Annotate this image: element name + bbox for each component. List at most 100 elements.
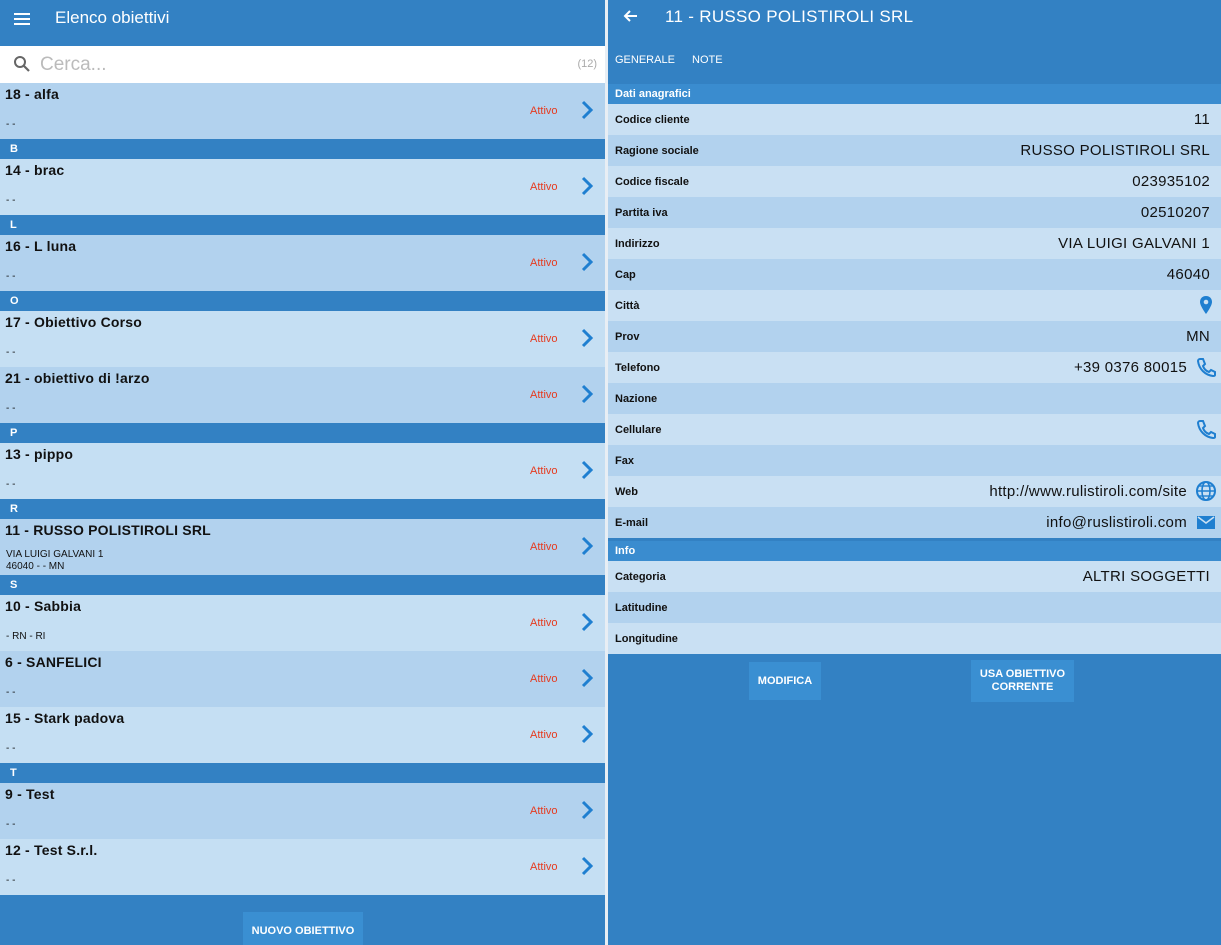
phone-icon[interactable] [1195, 418, 1217, 440]
section-header: T [0, 763, 605, 783]
field-row: Fax [608, 445, 1221, 476]
item-location: - - [6, 819, 16, 830]
field-label: Codice cliente [615, 114, 690, 126]
list-item[interactable]: 15 - Stark padova - - Attivo [0, 707, 605, 763]
field-label: Cap [615, 269, 636, 281]
field-row: Cap 46040 [608, 259, 1221, 290]
field-row: Categoria ALTRI SOGGETTI [608, 561, 1221, 592]
item-location: - - [6, 875, 16, 886]
status-label: Attivo [530, 181, 558, 193]
field-value: +39 0376 80015 [1073, 359, 1187, 376]
use-button-line2: CORRENTE [991, 681, 1054, 693]
field-label: Web [615, 486, 639, 498]
menu-icon[interactable] [11, 10, 33, 28]
list-item[interactable]: 12 - Test S.r.l. - - Attivo [0, 839, 605, 895]
field-value: info@ruslistiroli.com [1046, 514, 1187, 531]
item-location: - - [6, 687, 16, 698]
section-header: S [0, 575, 605, 595]
back-arrow-icon[interactable] [622, 7, 640, 25]
field-label: Fax [615, 455, 634, 467]
chevron-right-icon[interactable] [577, 535, 597, 557]
field-value: 02510207 [1140, 204, 1210, 221]
list-item[interactable]: 10 - Sabbia - RN - RI Attivo [0, 595, 605, 651]
status-label: Attivo [530, 389, 558, 401]
list-item[interactable]: 18 - alfa - - Attivo [0, 83, 605, 139]
chevron-right-icon[interactable] [577, 251, 597, 273]
chevron-right-icon[interactable] [577, 383, 597, 405]
field-label: Categoria [615, 571, 666, 583]
field-value: 023935102 [1132, 173, 1210, 190]
field-label: Cellulare [615, 424, 662, 436]
field-row: Prov MN [608, 321, 1221, 352]
field-label: Prov [615, 331, 640, 343]
section-header: B [0, 139, 605, 159]
chevron-right-icon[interactable] [577, 723, 597, 745]
item-title: 16 - L luna [5, 238, 77, 254]
item-location: - - [6, 271, 16, 282]
list-item[interactable]: 16 - L luna - - Attivo [0, 235, 605, 291]
field-label: Ragione sociale [615, 145, 699, 157]
tab-note[interactable]: NOTE [692, 54, 723, 66]
list-item[interactable]: 9 - Test - - Attivo [0, 783, 605, 839]
field-label: Indirizzo [615, 238, 660, 250]
field-label: Codice fiscale [615, 176, 689, 188]
field-row: Nazione [608, 383, 1221, 414]
map-pin-icon[interactable] [1195, 294, 1217, 316]
status-label: Attivo [530, 805, 558, 817]
field-value: ALTRI SOGGETTI [1082, 568, 1210, 585]
section-header: P [0, 423, 605, 443]
left-footer: NUOVO OBIETTIVO [0, 900, 605, 945]
pane-divider [605, 0, 608, 945]
field-row: Indirizzo VIA LUIGI GALVANI 1 [608, 228, 1221, 259]
item-title: 13 - pippo [5, 446, 74, 462]
status-label: Attivo [530, 729, 558, 741]
status-label: Attivo [530, 673, 558, 685]
result-count: (12) [577, 58, 597, 70]
status-label: Attivo [530, 465, 558, 477]
tab-generale[interactable]: GENERALE [615, 54, 675, 66]
field-row: Codice fiscale 023935102 [608, 166, 1221, 197]
list-item[interactable]: 6 - SANFELICI - - Attivo [0, 651, 605, 707]
list-item[interactable]: 21 - obiettivo di !arzo - - Attivo [0, 367, 605, 423]
item-title: 15 - Stark padova [5, 710, 125, 726]
edit-button[interactable]: MODIFICA [749, 662, 821, 700]
item-title: 6 - SANFELICI [5, 654, 102, 670]
chevron-right-icon[interactable] [577, 611, 597, 633]
left-app-bar: Elenco obiettivi [0, 0, 605, 46]
chevron-right-icon[interactable] [577, 799, 597, 821]
chevron-right-icon[interactable] [577, 855, 597, 877]
field-row: Latitudine [608, 592, 1221, 623]
list-item[interactable]: 11 - RUSSO POLISTIROLI SRL VIA LUIGI GALV… [0, 519, 605, 575]
field-row: Partita iva 02510207 [608, 197, 1221, 228]
list-item[interactable]: 13 - pippo - - Attivo [0, 443, 605, 499]
section-header: L [0, 215, 605, 235]
field-row: Codice cliente 11 [608, 104, 1221, 135]
field-value: VIA LUIGI GALVANI 1 [1058, 235, 1210, 252]
objectives-list-pane: Elenco obiettivi (12) 18 - alfa - - Attivo… [0, 0, 605, 945]
chevron-right-icon[interactable] [577, 175, 597, 197]
item-location: 46040 - - MN [6, 561, 65, 572]
list-item[interactable]: 17 - Obiettivo Corso - - Attivo [0, 311, 605, 367]
item-location: - - [6, 195, 16, 206]
globe-icon[interactable] [1195, 480, 1217, 502]
field-label: Latitudine [615, 602, 668, 614]
status-label: Attivo [530, 257, 558, 269]
chevron-right-icon[interactable] [577, 667, 597, 689]
objectives-list: 18 - alfa - - Attivo B 14 - brac - - Attivo L 16… [0, 83, 605, 900]
field-label: Longitudine [615, 633, 678, 645]
chevron-right-icon[interactable] [577, 327, 597, 349]
search-bar: (12) [0, 46, 605, 83]
list-item[interactable]: 14 - brac - - Attivo [0, 159, 605, 215]
phone-icon[interactable] [1195, 356, 1217, 378]
section-dati-anagrafici: Dati anagrafici [608, 84, 1221, 104]
field-row: Web http://www.rulistiroli.com/site [608, 476, 1221, 507]
chevron-right-icon[interactable] [577, 99, 597, 121]
chevron-right-icon[interactable] [577, 459, 597, 481]
item-location: - - [6, 743, 16, 754]
field-value: 46040 [1166, 266, 1210, 283]
new-objective-button[interactable]: NUOVO OBIETTIVO [243, 912, 363, 945]
use-current-objective-button[interactable]: USA OBIETTIVO CORRENTE [971, 660, 1074, 702]
search-input[interactable] [40, 50, 560, 80]
mail-icon[interactable] [1195, 511, 1217, 533]
field-label: Partita iva [615, 207, 668, 219]
